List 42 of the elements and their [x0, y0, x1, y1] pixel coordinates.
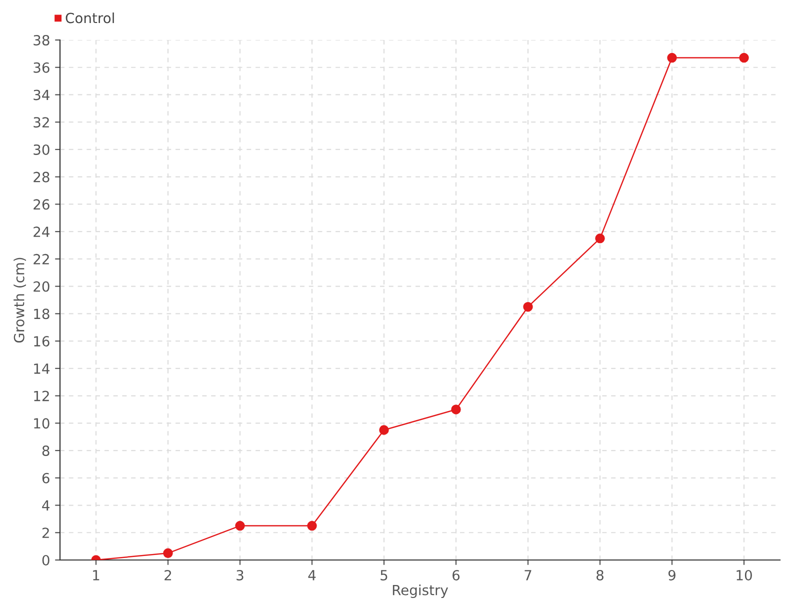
x-tick-label: 2: [164, 570, 172, 580]
y-tick-label: 14: [34, 364, 50, 374]
y-tick-label: 18: [34, 308, 50, 320]
y-tick-label: 22: [34, 254, 49, 264]
point: [739, 52, 749, 63]
point: [307, 520, 317, 531]
x-tick-label: 7: [524, 570, 532, 580]
point: [235, 520, 245, 531]
y-tick-label: 38: [34, 34, 50, 46]
point: [163, 548, 173, 558]
y-tick-label: 20: [34, 281, 50, 292]
x-tick-label: 5: [380, 570, 388, 580]
point: [379, 425, 389, 435]
y-axis-title: Growth (cm): [14, 258, 26, 343]
x-tick-label: 9: [668, 570, 676, 580]
y-tick-label: 16: [34, 336, 50, 347]
x-tick-label: 4: [308, 570, 316, 580]
y-tick-label: 10: [34, 418, 50, 429]
point: [523, 302, 533, 312]
y-tick-label: 4: [42, 500, 50, 511]
y-tick-label: 24: [34, 226, 50, 237]
x-tick-label: 6: [452, 570, 460, 580]
y-tick-label: 34: [34, 90, 50, 100]
y-tick-label: 26: [34, 199, 50, 210]
x-tick-label: 10: [736, 570, 752, 580]
y-tick-label: 30: [34, 144, 50, 155]
y-tick-label: 0: [42, 554, 50, 566]
y-tick-label: 36: [34, 62, 50, 73]
x-tick-label: 1: [93, 570, 100, 580]
x-tick-label: 8: [596, 570, 604, 580]
y-tick-label: 2: [42, 528, 49, 538]
point: [667, 52, 677, 63]
y-tick-label: 32: [34, 117, 49, 128]
legend-label: Control: [66, 12, 114, 24]
y-tick-label: 8: [42, 445, 50, 456]
y-tick-label: 6: [42, 472, 50, 484]
x-tick-label: 3: [236, 570, 244, 580]
point: [451, 404, 461, 414]
y-tick-label: 28: [34, 172, 50, 182]
x-axis-title: Registry: [392, 584, 448, 598]
point: [595, 234, 605, 244]
y-tick-label: 12: [34, 390, 49, 402]
